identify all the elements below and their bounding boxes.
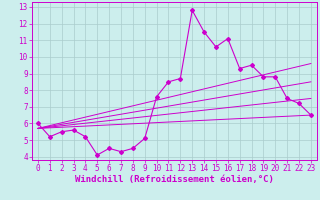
X-axis label: Windchill (Refroidissement éolien,°C): Windchill (Refroidissement éolien,°C) bbox=[75, 175, 274, 184]
